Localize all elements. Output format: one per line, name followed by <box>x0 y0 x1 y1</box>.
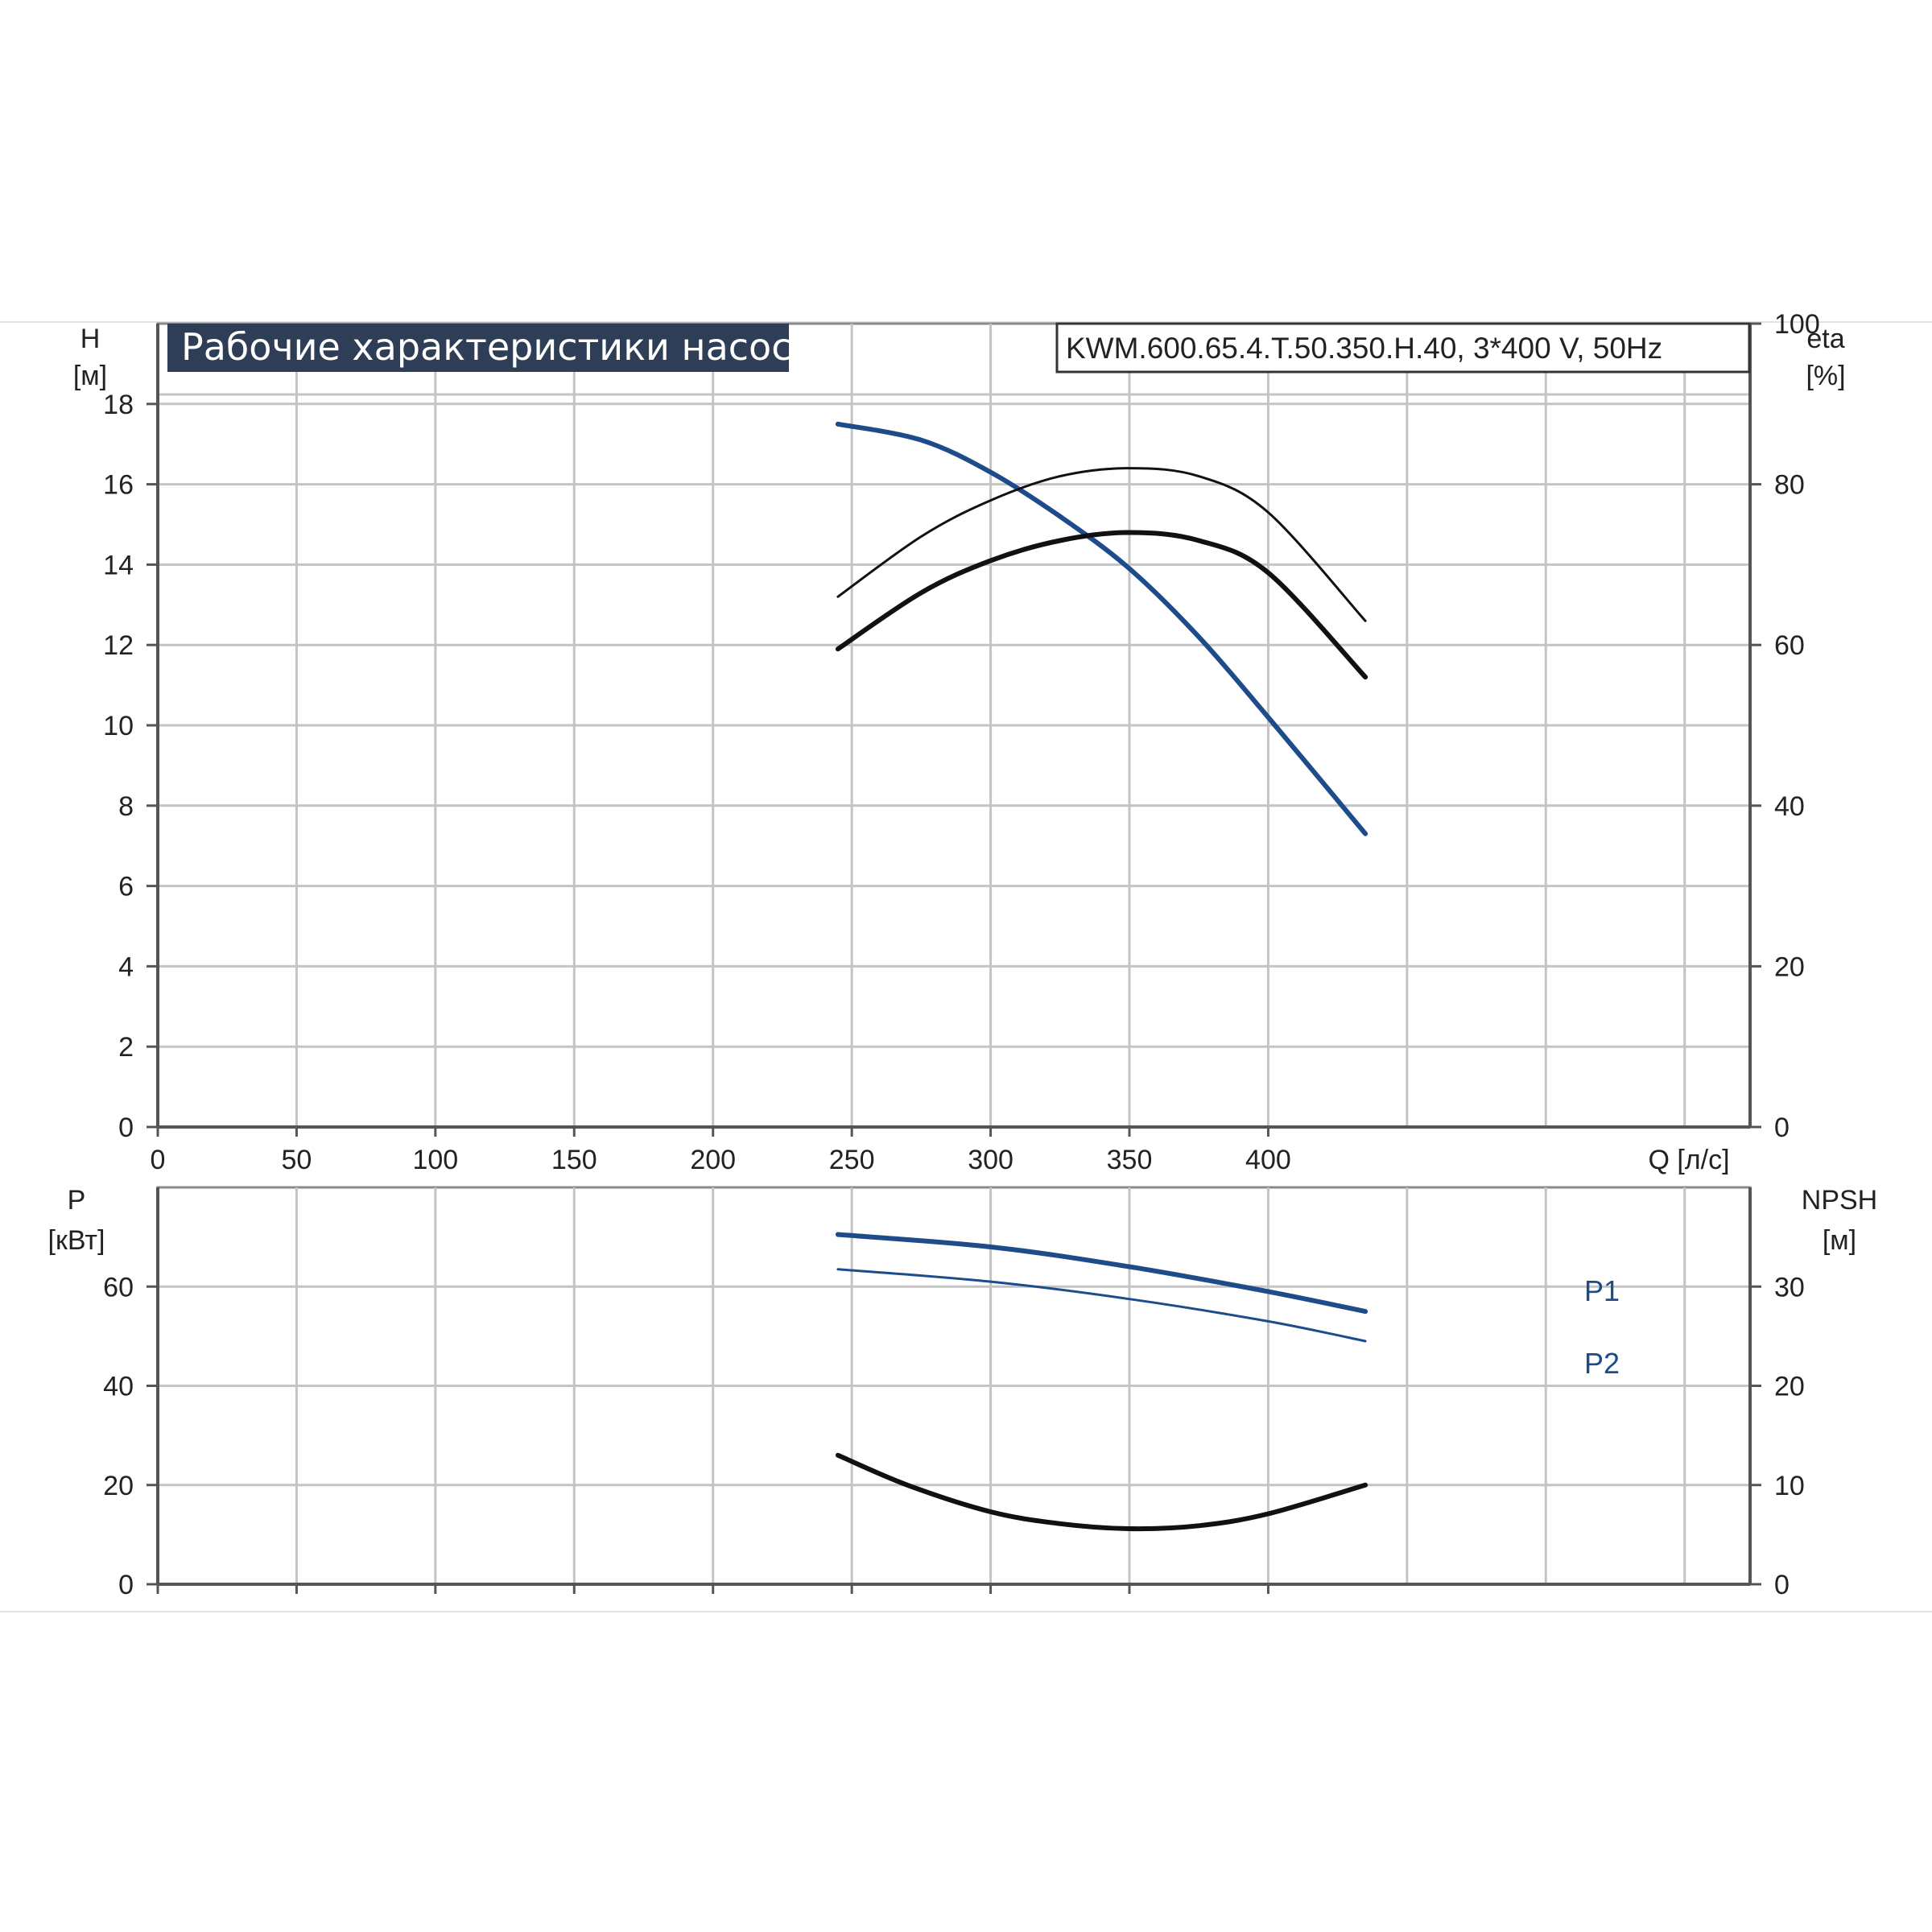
right-tick-label: 100 <box>1774 309 1820 340</box>
left-tick-label: 40 <box>103 1372 134 1402</box>
eta-axis-unit: [%] <box>1806 361 1845 391</box>
head-efficiency-plot: 0 2 4 6 8 10 12 14 16 18 0 20 40 60 80 100 0 50 100 150 200 2… <box>103 309 1820 1175</box>
right-tick-label: 20 <box>1774 1372 1805 1402</box>
left-tick-label: 60 <box>103 1272 134 1302</box>
left-tick-label: 20 <box>103 1471 134 1501</box>
model-box <box>1055 322 1751 374</box>
right-tick-label: 30 <box>1774 1272 1805 1302</box>
x-tick-label: 100 <box>412 1145 458 1175</box>
right-tick-label: 40 <box>1774 791 1805 822</box>
x-tick-label: 50 <box>282 1145 312 1175</box>
x-tick-label: 250 <box>829 1145 875 1175</box>
npsh-axis-label: NPSH <box>1802 1185 1877 1216</box>
x-tick-label: 400 <box>1245 1145 1291 1175</box>
power-npsh-plot: 0 20 40 60 0 10 20 30 <box>103 1186 1805 1600</box>
chart-title: Рабочие характеристики насоса <box>181 325 815 369</box>
left-tick-label: 8 <box>118 791 134 822</box>
series-curve-1-1 <box>836 1268 1367 1343</box>
left-tick-label: 0 <box>118 1113 134 1143</box>
series-curve-0-0 <box>835 421 1368 836</box>
x-tick-label: 350 <box>1107 1145 1153 1175</box>
model-label: KWM.600.65.4.T.50.350.H.40, 3*400 V, 50H… <box>1066 332 1662 365</box>
h-axis-unit: [м] <box>73 361 107 391</box>
right-tick-label: 0 <box>1774 1570 1790 1600</box>
right-tick-label: 60 <box>1774 630 1805 661</box>
series-curve-1-0 <box>835 1232 1368 1315</box>
p-axis-unit: [кВт] <box>48 1225 105 1256</box>
x-tick-label: 0 <box>151 1145 166 1175</box>
right-tick-label: 80 <box>1774 470 1805 501</box>
p2-series-label: P2 <box>1584 1347 1620 1380</box>
right-tick-label: 10 <box>1774 1471 1805 1501</box>
series-curve-0-2 <box>835 530 1368 680</box>
x-tick-label: 150 <box>551 1145 597 1175</box>
eta-axis-label: eta <box>1806 324 1844 354</box>
left-tick-label: 10 <box>103 711 134 741</box>
chart-title-box <box>167 324 789 372</box>
left-tick-label: 6 <box>118 872 134 902</box>
left-tick-label: 4 <box>118 952 134 982</box>
p-axis-label: P <box>68 1185 86 1216</box>
x-tick-label: 200 <box>690 1145 736 1175</box>
series-curve-1-2 <box>835 1452 1368 1532</box>
q-axis-label: Q [л/с] <box>1648 1145 1729 1175</box>
left-tick-label: 14 <box>103 550 134 580</box>
left-tick-label: 12 <box>103 630 134 661</box>
right-tick-label: 0 <box>1774 1113 1790 1143</box>
npsh-axis-unit: [м] <box>1823 1225 1856 1256</box>
left-tick-label: 0 <box>118 1570 134 1600</box>
right-tick-label: 20 <box>1774 952 1805 982</box>
left-tick-label: 16 <box>103 470 134 501</box>
h-axis-label: H <box>80 324 101 354</box>
x-tick-label: 300 <box>968 1145 1013 1175</box>
left-tick-label: 18 <box>103 390 134 420</box>
p1-series-label: P1 <box>1584 1274 1620 1307</box>
left-tick-label: 2 <box>118 1032 134 1063</box>
series-curve-0-1 <box>836 467 1367 622</box>
